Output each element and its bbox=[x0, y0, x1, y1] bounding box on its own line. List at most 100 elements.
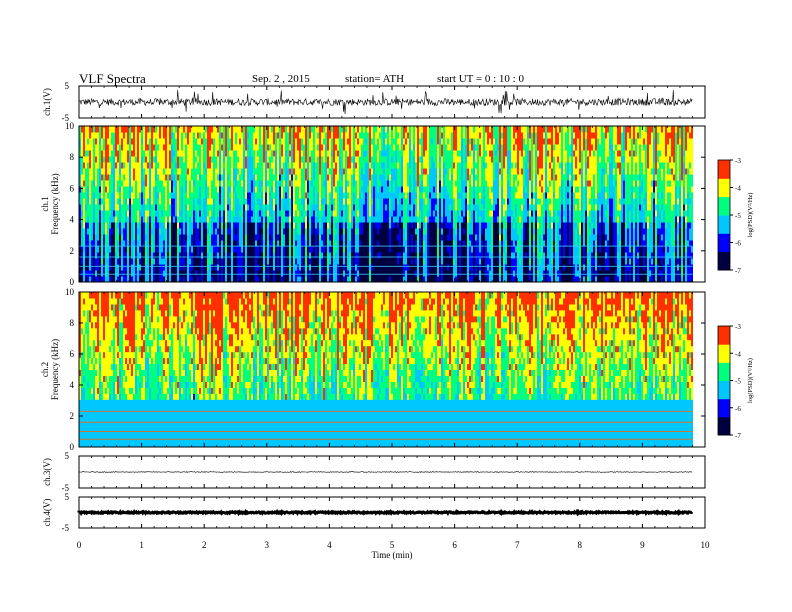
spectrogram-cell bbox=[111, 180, 113, 187]
spectrogram-cell bbox=[327, 144, 329, 151]
spectrogram-cell bbox=[89, 228, 91, 235]
spectrogram-cell bbox=[225, 168, 227, 175]
spectrogram-cell bbox=[229, 276, 231, 283]
spectrogram-cell bbox=[221, 264, 223, 271]
spectrogram-cell bbox=[409, 132, 411, 139]
spectrogram-cell bbox=[281, 198, 283, 205]
spectrogram-cell bbox=[305, 174, 307, 181]
spectrogram-cell bbox=[91, 264, 93, 271]
spectrogram-cell bbox=[205, 198, 207, 205]
spectrogram-cell bbox=[265, 132, 267, 139]
spectrogram-cell bbox=[371, 228, 373, 235]
spectrogram-cell bbox=[295, 246, 297, 253]
spectrogram-cell bbox=[299, 126, 301, 133]
spectrogram-cell bbox=[79, 192, 81, 199]
spectrogram-cell bbox=[285, 192, 287, 199]
spectrogram-cell bbox=[141, 258, 143, 265]
spectrogram-cell bbox=[85, 210, 87, 217]
spectrogram-cell bbox=[141, 132, 143, 139]
spectrogram-cell bbox=[79, 240, 81, 247]
spectrogram-cell bbox=[201, 162, 203, 169]
spectrogram-cell bbox=[107, 264, 109, 271]
spectrogram-cell bbox=[449, 156, 451, 163]
spectrogram-cell bbox=[151, 270, 153, 277]
spectrogram-cell bbox=[279, 192, 281, 199]
spectrogram-cell bbox=[181, 216, 183, 223]
spectrogram-cell bbox=[285, 204, 287, 211]
spectrogram-cell bbox=[117, 174, 119, 181]
y-tick-label: 5 bbox=[65, 81, 70, 91]
spectrogram-cell bbox=[239, 168, 241, 175]
spectrogram-cell bbox=[153, 258, 155, 265]
spectrogram-cell bbox=[275, 180, 277, 187]
spectrogram-cell bbox=[155, 138, 157, 145]
spectrogram-cell bbox=[429, 198, 431, 205]
spectrogram-cell bbox=[245, 204, 247, 211]
spectrogram-cell bbox=[421, 150, 423, 157]
spectrogram-cell bbox=[315, 180, 317, 187]
spectrogram-cell bbox=[89, 198, 91, 205]
spectrogram-cell bbox=[191, 252, 193, 259]
spectrogram-cell bbox=[333, 156, 335, 163]
spectrogram-cell bbox=[411, 150, 413, 157]
spectrogram-cell bbox=[363, 228, 365, 235]
spectrogram-cell bbox=[237, 144, 239, 151]
spectrogram-cell bbox=[143, 216, 145, 223]
spectrogram-cell bbox=[425, 228, 427, 235]
spectrogram-cell bbox=[147, 132, 149, 139]
spectrogram-cell bbox=[297, 192, 299, 199]
spectrogram-cell bbox=[261, 216, 263, 223]
spectrogram-cell bbox=[199, 258, 201, 265]
spectrogram-cell bbox=[373, 240, 375, 247]
spectrogram-cell bbox=[221, 180, 223, 187]
spectrogram-cell bbox=[139, 126, 141, 133]
spectrogram-cell bbox=[259, 258, 261, 265]
spectrogram-cell bbox=[415, 210, 417, 217]
spectrogram-cell bbox=[399, 168, 401, 175]
spectrogram-cell bbox=[83, 258, 85, 265]
spectrogram-cell bbox=[179, 216, 181, 223]
spectrogram-cell bbox=[307, 156, 309, 163]
spectrogram-cell bbox=[403, 192, 405, 199]
spectrogram-cell bbox=[111, 192, 113, 199]
spectrogram-cell bbox=[245, 156, 247, 163]
spectrogram-cell bbox=[317, 234, 319, 241]
spectrogram-cell bbox=[235, 258, 237, 265]
spectrogram-cell bbox=[161, 174, 163, 181]
spectrogram-cell bbox=[323, 174, 325, 181]
spectrogram-cell bbox=[163, 186, 165, 193]
spectrogram-cell bbox=[257, 138, 259, 145]
spectrogram-cell bbox=[209, 162, 211, 169]
spectrogram-cell bbox=[91, 150, 93, 157]
spectrogram-cell bbox=[127, 156, 129, 163]
spectrogram-cell bbox=[361, 204, 363, 211]
spectrogram-cell bbox=[169, 138, 171, 145]
spectrogram-cell bbox=[173, 174, 175, 181]
spectrogram-cell bbox=[357, 270, 359, 277]
spectrogram-cell bbox=[399, 180, 401, 187]
spectrogram-cell bbox=[209, 270, 211, 277]
spectrogram-cell bbox=[175, 204, 177, 211]
spectrogram-cell bbox=[83, 156, 85, 163]
spectrogram-cell bbox=[399, 276, 401, 283]
spectrogram-cell bbox=[165, 150, 167, 157]
spectrogram-cell bbox=[417, 270, 419, 277]
spectrogram-cell bbox=[429, 132, 431, 139]
spectrogram-cell bbox=[93, 168, 95, 175]
spectrogram-cell bbox=[103, 132, 105, 139]
spectrogram-cell bbox=[263, 192, 265, 199]
spectrogram-cell bbox=[305, 132, 307, 139]
spectrogram-cell bbox=[253, 222, 255, 229]
spectrogram-cell bbox=[247, 228, 249, 235]
spectrogram-cell bbox=[107, 168, 109, 175]
spectrogram-cell bbox=[353, 174, 355, 181]
spectrogram-cell bbox=[403, 198, 405, 205]
spectrogram-cell bbox=[309, 234, 311, 241]
spectrogram-cell bbox=[183, 222, 185, 229]
spectrogram-cell bbox=[239, 150, 241, 157]
spectrogram-cell bbox=[243, 228, 245, 235]
spectrogram-cell bbox=[315, 138, 317, 145]
spectrogram-cell bbox=[257, 222, 259, 229]
spectrogram-cell bbox=[443, 204, 445, 211]
spectrogram-cell bbox=[435, 258, 437, 265]
